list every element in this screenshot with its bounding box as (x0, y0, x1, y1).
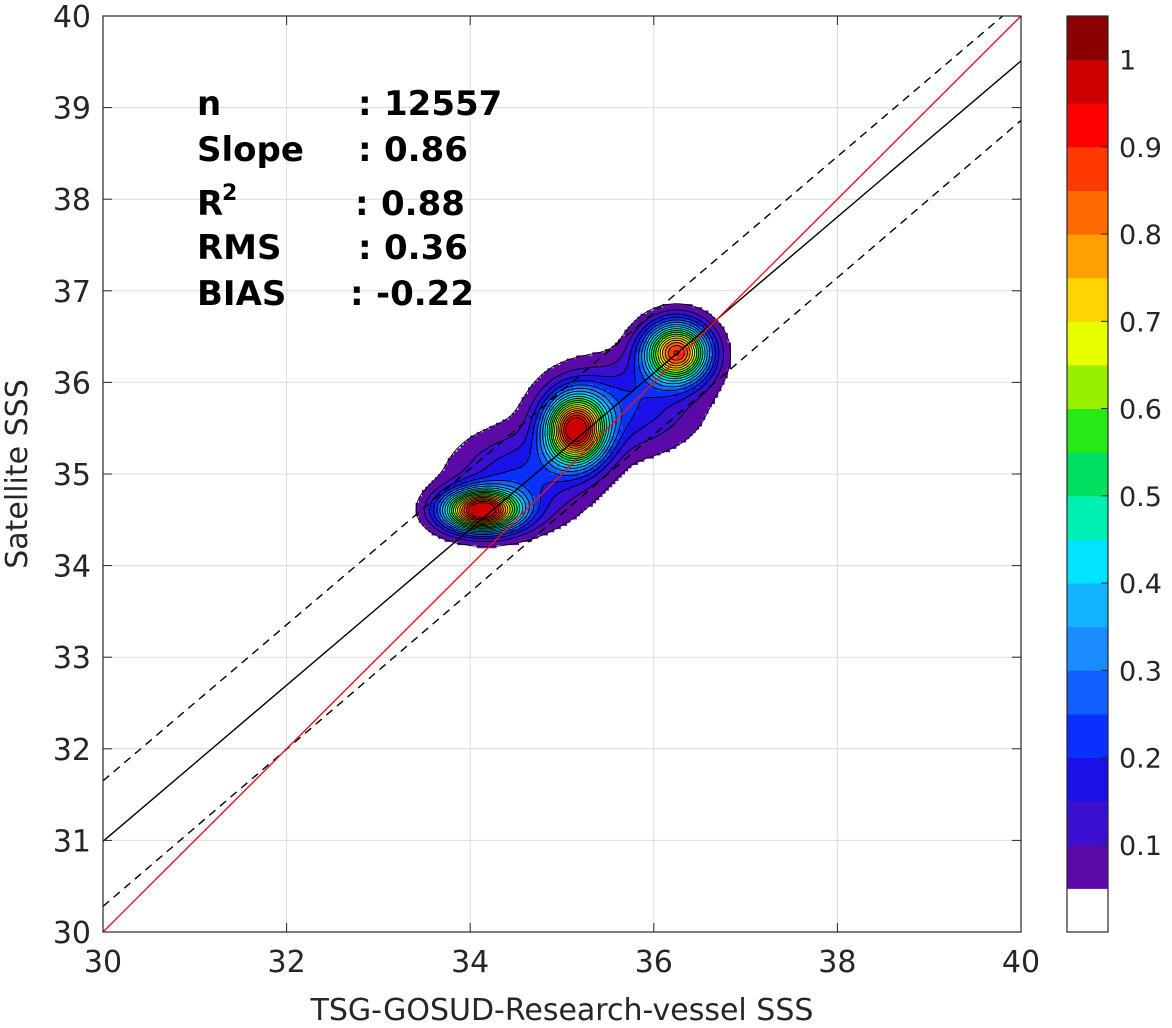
colorbar-segment (1067, 234, 1108, 279)
stat-label: Slope (197, 130, 304, 170)
colorbar-tick-label: 0.9 (1119, 133, 1162, 164)
colorbar-segment (1067, 539, 1108, 584)
density-contour-line (423, 309, 724, 543)
colorbar-segment (1067, 626, 1108, 671)
colorbar-segment (1067, 888, 1108, 933)
density-contour-line (453, 333, 698, 527)
colorbar-tick-label: 0.2 (1119, 744, 1162, 775)
density-contour-line (468, 417, 588, 518)
colorbar-tick-label: 0.3 (1119, 656, 1162, 687)
y-tick-label: 34 (53, 550, 91, 585)
colorbar-segment (1067, 583, 1108, 628)
fit-lower-bound-line (103, 119, 1021, 907)
colorbar-segment (1067, 59, 1108, 104)
colorbar-segment (1067, 103, 1108, 148)
colorbar-segment (1067, 670, 1108, 715)
density-contour-line (446, 328, 704, 530)
stat-value: 12557 (384, 84, 502, 124)
stat-value: 0.86 (384, 130, 468, 170)
stat-label: RMS (197, 228, 282, 268)
fit-upper-bound-line (103, 16, 1004, 782)
stat-separator: : (350, 274, 364, 314)
fit-line (103, 60, 1021, 842)
stat-separator: : (358, 130, 372, 170)
colorbar-segment (1067, 801, 1108, 846)
stat-label: n (197, 84, 221, 124)
y-tick-label: 33 (53, 641, 91, 676)
x-tick-label: 30 (84, 945, 122, 980)
identity-line (103, 16, 1021, 932)
colorbar-segment (1067, 277, 1108, 322)
colorbar-segment (1067, 495, 1108, 540)
stat-value: 0.88 (381, 184, 465, 224)
colorbar-tick-label: 0.8 (1119, 220, 1162, 251)
stat-label: R (197, 184, 223, 224)
stat-value: 0.36 (384, 228, 468, 268)
y-tick-label: 35 (53, 458, 91, 493)
density-contour-line (436, 319, 713, 536)
density-contour-line (457, 337, 693, 524)
colorbar-segment (1067, 321, 1108, 366)
density-contour-line (463, 344, 685, 521)
stat-separator: : (358, 228, 372, 268)
colorbar-segment (1067, 844, 1108, 889)
colorbar-segment (1067, 16, 1108, 61)
stat-separator: : (355, 184, 369, 224)
density-contour-line (442, 324, 708, 533)
regression-lines (103, 16, 1021, 932)
stat-separator: : (358, 84, 372, 124)
density-contour-line (433, 316, 716, 537)
axis-ticks: 30 32 34 36 38 40 30 31 32 33 34 35 36 37 38 39 40 (53, 0, 1040, 980)
y-tick-label: 30 (53, 916, 91, 951)
y-tick-label: 39 (53, 92, 91, 127)
x-tick-label: 36 (635, 945, 673, 980)
colorbar-tick-label: 0.7 (1119, 307, 1162, 338)
y-tick-label: 31 (53, 824, 91, 859)
colorbar-tick-label: 0.1 (1119, 831, 1162, 862)
density-contour-line (439, 321, 711, 534)
stat-value: -0.22 (376, 274, 474, 314)
density-contours (415, 303, 731, 549)
density-contour-line (415, 303, 731, 547)
colorbar-tick-label: 0.5 (1119, 482, 1162, 513)
colorbar-frame (1066, 15, 1109, 933)
stat-label-superscript: 2 (222, 181, 237, 206)
y-tick-label: 38 (53, 183, 91, 218)
colorbar-segment (1067, 452, 1108, 497)
colorbar-tick-label: 1 (1119, 46, 1136, 77)
colorbar: 0.1 0.2 0.3 0.4 0.5 0.6 0.7 0.8 0.9 1 (1066, 15, 1162, 933)
y-tick-label: 36 (53, 366, 91, 401)
density-fill-level (470, 416, 587, 520)
density-contour-line (455, 335, 696, 525)
colorbar-tick-label: 0.4 (1119, 569, 1162, 600)
y-tick-label: 37 (53, 275, 91, 310)
colorbar-segment (1067, 408, 1108, 453)
colorbar-segment (1067, 364, 1108, 410)
density-contour-line (451, 331, 700, 528)
x-tick-label: 38 (818, 945, 856, 980)
colorbar-segment (1067, 146, 1108, 191)
x-tick-label: 40 (1002, 945, 1040, 980)
x-tick-label: 32 (268, 945, 306, 980)
y-axis-label: Satellite SSS (0, 379, 35, 569)
density-contour-line (461, 342, 689, 522)
colorbar-tick-label: 0.6 (1119, 395, 1162, 426)
y-tick-label: 32 (53, 733, 91, 768)
x-axis-label: TSG-GOSUD-Research-vessel SSS (310, 993, 814, 1028)
density-contour-line (429, 313, 720, 540)
colorbar-segment (1067, 190, 1108, 235)
colorbar-segment (1067, 757, 1108, 802)
y-tick-label: 40 (53, 0, 91, 35)
stat-label: BIAS (197, 274, 286, 314)
colorbar-segment (1067, 713, 1108, 759)
x-tick-label: 34 (451, 945, 489, 980)
